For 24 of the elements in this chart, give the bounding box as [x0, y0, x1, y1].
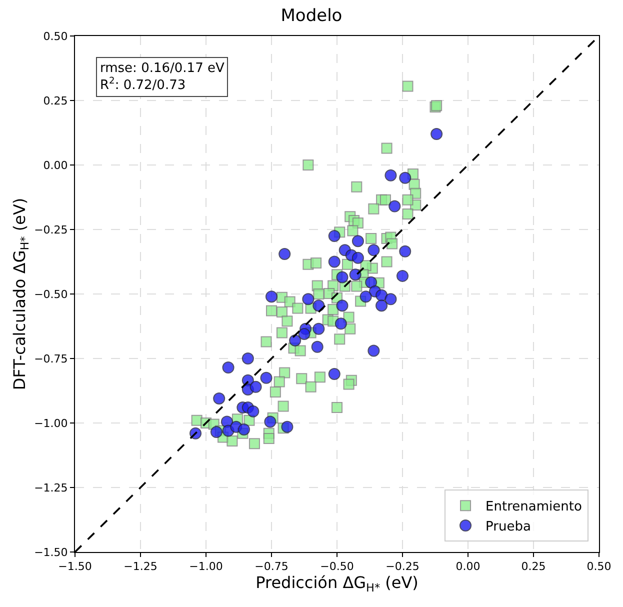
x-tick-label: 0.25	[521, 560, 546, 574]
legend-label: Entrenamiento	[486, 500, 582, 515]
y-tick-label: 0.50	[43, 30, 68, 43]
y-tick-label: −1.25	[34, 481, 68, 494]
x-axis-title: Predicción ΔG$_{H*}$ (eV)	[256, 573, 418, 595]
x-tick-label: 0.50	[586, 560, 612, 574]
x-tick-label: −0.50	[320, 560, 354, 574]
y-tick-label: 0.00	[43, 158, 68, 172]
y-tick-label: 0.25	[43, 94, 68, 108]
y-tick-label: −1.00	[34, 416, 68, 430]
x-tick-label: −0.75	[254, 560, 288, 574]
y-tick-label: −0.75	[34, 352, 68, 366]
chart-title: Modelo	[280, 6, 342, 26]
y-tick-label: −0.50	[34, 288, 68, 301]
y-tick-label: −1.50	[34, 546, 68, 559]
x-tick-label: −0.25	[386, 560, 420, 574]
y-tick-label: −0.25	[34, 223, 68, 236]
x-tick-label: −1.25	[124, 560, 158, 574]
legend-label: Prueba	[486, 520, 531, 535]
annotation: R$^{2}$: 0.72/0.73	[100, 76, 186, 93]
x-tick-label: −1.50	[58, 560, 92, 574]
x-tick-label: −1.00	[189, 560, 223, 574]
x-tick-label: 0.00	[456, 560, 480, 574]
annotation: rmse: 0.16/0.17 eV	[100, 61, 224, 76]
